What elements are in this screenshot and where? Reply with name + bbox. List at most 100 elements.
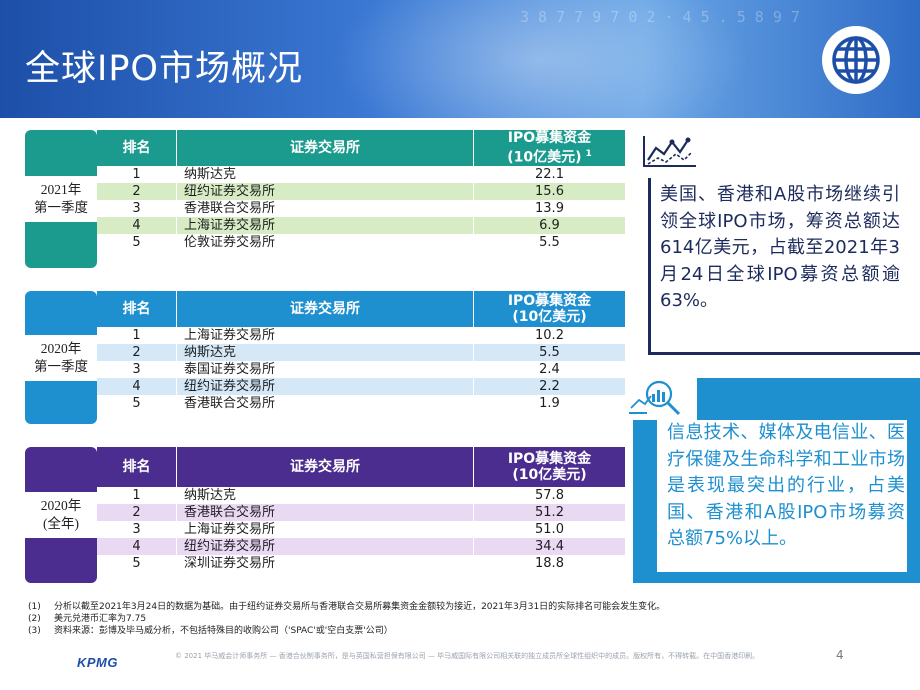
table-2021-q1: 2021年 第一季度 排名 证券交易所 IPO募集资金 (10亿美元) 1 1 纳斯… [25,130,625,268]
table-2020-full-year: 2020年 (全年) 排名 证券交易所 IPO募集资金 (10亿美元) 1 纳斯达… [25,447,625,583]
table-row: 2 纳斯达克 5.5 [97,344,625,361]
exchange-cell: 纳斯达克 [177,344,474,361]
value-cell: 18.8 [535,556,564,571]
footnote-marker: 1 [585,149,592,160]
col-rank: 排名 [97,130,177,166]
table-row: 4 纽约证券交易所 34.4 [97,538,625,555]
callout-border-left [648,178,651,354]
value-cell: 22.1 [535,167,564,182]
table-row: 1 纳斯达克 57.8 [97,487,625,504]
table-row: 2 香港联合交易所 51.2 [97,504,625,521]
value-cell: 2.2 [539,379,560,394]
table-row: 3 上海证券交易所 51.0 [97,521,625,538]
callout-border-bottom [648,352,920,355]
footnote-key: (2) [28,614,41,624]
rank-cell: 1 [97,166,177,183]
table-row: 4 纽约证券交易所 2.2 [97,378,625,395]
rank-cell: 3 [97,521,177,538]
period-span: 第一季度 [34,200,88,215]
value-cell: 13.9 [535,201,564,216]
table-row: 1 纳斯达克 22.1 [97,166,625,183]
rank-cell: 2 [97,344,177,361]
value-cell: 5.5 [539,235,560,250]
col-proceeds: IPO募集资金 (10亿美元) [474,447,625,487]
callout-market-share: 美国、香港和A股市场继续引领全球IPO市场，筹资总额达614亿美元，占截至202… [640,130,920,362]
exchange-cell: 纽约证券交易所 [177,378,474,395]
callout-text: 信息技术、媒体及电信业、医疗保健及生命科学和工业市场是表现最突出的行业，占美国、… [657,420,907,572]
col-proceeds-line2: (10亿美元) [507,149,582,166]
table-row: 5 香港联合交易所 1.9 [97,395,625,412]
exchange-cell: 纽约证券交易所 [177,538,474,555]
period-span: 第一季度 [34,358,88,374]
col-proceeds-line1: IPO募集资金 [507,451,592,467]
footnote-key: (1) [28,602,41,612]
footnote-key: (3) [28,626,41,636]
table-header: 排名 证券交易所 IPO募集资金 (10亿美元) [97,447,625,487]
exchange-cell: 香港联合交易所 [177,504,474,521]
rank-cell: 1 [97,327,177,344]
col-exchange: 证券交易所 [177,291,474,327]
header-glow [330,0,750,118]
period-label: 2021年 第一季度 [25,130,97,268]
value-cell: 1.9 [539,396,560,411]
table-body: 1 纳斯达克 57.8 2 香港联合交易所 51.2 3 上海证券交易所 51.0 4 纽约证… [97,487,625,572]
table-body: 1 纳斯达克 22.1 2 纽约证券交易所 15.6 3 香港联合交易所 13.9 4 上海证… [97,166,625,251]
exchange-cell: 香港联合交易所 [177,395,474,412]
rank-cell: 3 [97,361,177,378]
table-header: 排名 证券交易所 IPO募集资金 (10亿美元) 1 [97,130,625,166]
table-row: 2 纽约证券交易所 15.6 [97,183,625,200]
col-proceeds-line2: (10亿美元) [512,309,587,325]
footnote-text: 美元兑港币汇率为7.75 [54,614,147,624]
exchange-cell: 纳斯达克 [177,487,474,504]
footnote: (3) 资料来源：彭博及毕马威分析，不包括特殊目的收购公司（'SPAC'或'空白支… [28,625,665,637]
exchange-cell: 泰国证券交易所 [177,361,474,378]
page-number: 4 [836,648,844,662]
rank-cell: 4 [97,538,177,555]
rank-cell: 1 [97,487,177,504]
rank-cell: 5 [97,555,177,572]
value-cell: 15.6 [535,184,564,199]
table-row: 3 泰国证券交易所 2.4 [97,361,625,378]
exchange-cell: 深圳证券交易所 [177,555,474,572]
period-year: 2020年 [40,340,82,356]
callout-sectors: 信息技术、媒体及电信业、医疗保健及生命科学和工业市场是表现最突出的行业，占美国、… [625,378,920,588]
col-rank: 排名 [97,447,177,487]
table-row: 1 上海证券交易所 10.2 [97,327,625,344]
footnote-text: 资料来源：彭博及毕马威分析，不包括特殊目的收购公司（'SPAC'或'空白支票'公… [54,626,393,636]
col-exchange: 证券交易所 [177,447,474,487]
table-body: 1 上海证券交易所 10.2 2 纳斯达克 5.5 3 泰国证券交易所 2.4 4 纽约证券交… [97,327,625,412]
period-year: 2020年 [40,498,82,513]
rank-cell: 2 [97,183,177,200]
col-proceeds-line2: (10亿美元) [512,467,587,483]
analytics-icon [625,378,697,420]
footnote: (2) 美元兑港币汇率为7.75 [28,613,665,625]
rank-cell: 2 [97,504,177,521]
rank-cell: 5 [97,234,177,251]
globe-icon [822,26,890,94]
col-rank: 排名 [97,291,177,327]
rank-cell: 3 [97,200,177,217]
exchange-cell: 纳斯达克 [177,166,474,183]
table-row: 5 伦敦证券交易所 5.5 [97,234,625,251]
background-numbers: 3 8 7 7 9 7 0 2 · 4 5 . 5 8 9 7 [520,8,800,26]
copyright-text: © 2021 毕马威会计师事务所 — 香港合伙制事务所，是与英国私营担保有限公司… [175,652,760,660]
value-cell: 5.5 [539,345,560,360]
footnotes: (1) 分析以截至2021年3月24日的数据为基础。由于纽约证券交易所与香港联合交… [28,601,665,637]
table-row: 3 香港联合交易所 13.9 [97,200,625,217]
table-row: 4 上海证券交易所 6.9 [97,217,625,234]
value-cell: 10.2 [535,328,564,343]
rank-cell: 4 [97,378,177,395]
period-label: 2020年 (全年) [25,447,97,583]
period-span: (全年) [43,516,79,531]
exchange-cell: 纽约证券交易所 [177,183,474,200]
exchange-cell: 香港联合交易所 [177,200,474,217]
footnote: (1) 分析以截至2021年3月24日的数据为基础。由于纽约证券交易所与香港联合交… [28,601,665,613]
table-header: 排名 证券交易所 IPO募集资金 (10亿美元) [97,291,625,327]
col-exchange: 证券交易所 [177,130,474,166]
exchange-cell: 上海证券交易所 [177,217,474,234]
callout-text: 美国、香港和A股市场继续引领全球IPO市场，筹资总额达614亿美元，占截至202… [660,182,900,315]
col-proceeds: IPO募集资金 (10亿美元) 1 [474,130,625,166]
exchange-cell: 上海证券交易所 [177,521,474,538]
col-proceeds-line1: IPO募集资金 [507,293,592,309]
value-cell: 34.4 [535,539,564,554]
